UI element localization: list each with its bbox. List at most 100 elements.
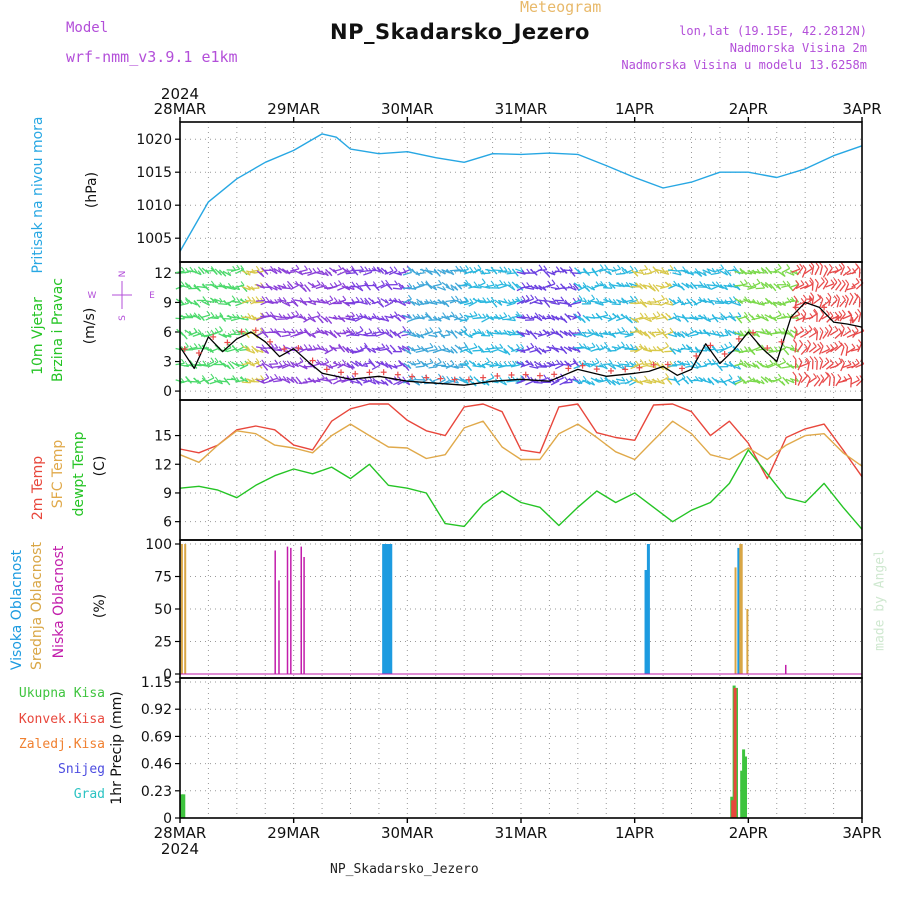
wind-barb bbox=[611, 364, 621, 367]
wind-barb-flag bbox=[368, 267, 373, 273]
wind-barb-flag bbox=[392, 331, 397, 337]
wind-barb bbox=[294, 332, 304, 337]
wind-barb bbox=[302, 380, 312, 383]
wind-barb-flag bbox=[586, 316, 591, 322]
wind-barb bbox=[789, 270, 799, 276]
wind-barb-flag bbox=[202, 360, 207, 366]
wind-barb bbox=[826, 267, 833, 276]
wind-barb bbox=[515, 298, 524, 304]
wind-barb bbox=[285, 363, 295, 368]
wind-barb-flag bbox=[520, 343, 525, 349]
wind-barb-flag bbox=[756, 278, 761, 284]
wind-barb-flag bbox=[543, 374, 548, 380]
wind-barb bbox=[380, 331, 390, 334]
wind-barb bbox=[755, 287, 765, 290]
wind-barb-flag bbox=[210, 266, 215, 271]
wind-barb-flag bbox=[643, 331, 648, 337]
wind-barb bbox=[777, 347, 786, 352]
wind-barb-flag bbox=[786, 312, 791, 318]
wind-barb bbox=[290, 268, 300, 272]
wind-barb bbox=[643, 317, 652, 323]
wind-barb bbox=[821, 361, 830, 369]
wind-barb bbox=[179, 284, 189, 289]
wind-barb-flag bbox=[534, 345, 539, 351]
wind-barb-flag bbox=[329, 283, 334, 288]
wind-barb bbox=[235, 363, 245, 367]
wind-barb bbox=[660, 345, 669, 351]
wind-barb-flag bbox=[274, 328, 279, 334]
wind-barb bbox=[738, 282, 748, 287]
wind-barb-flag bbox=[467, 366, 472, 371]
wind-barb bbox=[445, 286, 455, 292]
wind-barb-flag bbox=[222, 271, 227, 277]
wind-barb-flag bbox=[291, 328, 296, 334]
wind-barb-flag bbox=[446, 315, 451, 321]
wind-barb-flag bbox=[270, 342, 274, 348]
wind-barb-flag bbox=[802, 309, 807, 314]
wind-barb bbox=[702, 379, 712, 384]
wind-barb bbox=[804, 299, 813, 306]
wind-barb bbox=[401, 345, 411, 351]
wind-barb-flag bbox=[840, 262, 845, 268]
wind-barb-flag bbox=[795, 280, 800, 285]
wind-barb-flag bbox=[829, 359, 834, 364]
wind-barb bbox=[320, 270, 329, 277]
wind-barb-flag bbox=[808, 325, 813, 330]
wind-barb-flag bbox=[201, 375, 206, 380]
wind-barb bbox=[242, 270, 251, 276]
wind-barb-flag bbox=[689, 284, 694, 289]
wind-barb-flag bbox=[450, 329, 455, 335]
wind-barb bbox=[634, 347, 644, 353]
wind-barb-flag bbox=[743, 311, 748, 317]
wind-barb-flag bbox=[197, 286, 201, 292]
wind-barb-flag bbox=[185, 312, 190, 318]
wind-barb bbox=[411, 332, 421, 339]
wind-barb bbox=[710, 361, 720, 366]
wind-barb bbox=[239, 299, 249, 304]
wind-barb bbox=[796, 343, 804, 352]
wind-barb-flag bbox=[840, 324, 845, 329]
wind-barb bbox=[239, 364, 249, 370]
wind-barb bbox=[582, 362, 591, 368]
wind-barb-flag bbox=[503, 329, 508, 335]
wind-barb bbox=[415, 349, 425, 353]
wind-barb bbox=[268, 285, 278, 291]
wind-barb bbox=[742, 285, 752, 288]
wind-barb-flag bbox=[665, 297, 670, 303]
wind-barb bbox=[533, 284, 543, 291]
wind-barb bbox=[795, 330, 805, 337]
wind-barb-flag bbox=[232, 265, 237, 271]
wind-barb bbox=[242, 345, 251, 352]
wind-barb-flag bbox=[834, 311, 839, 317]
wind-barb bbox=[814, 266, 820, 276]
wind-barb-flag bbox=[591, 329, 596, 334]
wind-barb-flag bbox=[587, 329, 592, 334]
wind-barb-flag bbox=[261, 296, 266, 301]
wind-barb bbox=[415, 284, 425, 289]
wind-barb bbox=[510, 300, 520, 304]
wind-barb-flag bbox=[282, 328, 287, 333]
wind-barb bbox=[419, 331, 429, 337]
wind-barb bbox=[397, 300, 406, 307]
wind-barb bbox=[804, 328, 813, 336]
wind-barb bbox=[791, 313, 801, 319]
wind-barb-flag bbox=[210, 357, 215, 363]
wind-barb-flag bbox=[748, 282, 753, 288]
wind-barb-flag bbox=[603, 283, 608, 289]
wind-barb-flag bbox=[625, 343, 630, 349]
y-tick-label: 0.46 bbox=[141, 757, 172, 773]
wind-barb bbox=[188, 346, 198, 350]
wind-barb-flag bbox=[503, 380, 507, 386]
wind-barb bbox=[367, 347, 377, 354]
wind-barb bbox=[354, 349, 364, 354]
wind-barb-flag bbox=[764, 316, 769, 322]
wind-barb-flag bbox=[342, 295, 347, 301]
wind-barb-flag bbox=[265, 373, 270, 379]
wind-barb-flag bbox=[408, 268, 413, 273]
wind-barb bbox=[598, 314, 608, 318]
wind-barb-flag bbox=[493, 302, 498, 308]
wind-barb bbox=[581, 331, 591, 335]
wind-barb bbox=[463, 302, 473, 306]
wind-barb bbox=[550, 302, 560, 306]
wind-barb-flag bbox=[855, 278, 860, 283]
